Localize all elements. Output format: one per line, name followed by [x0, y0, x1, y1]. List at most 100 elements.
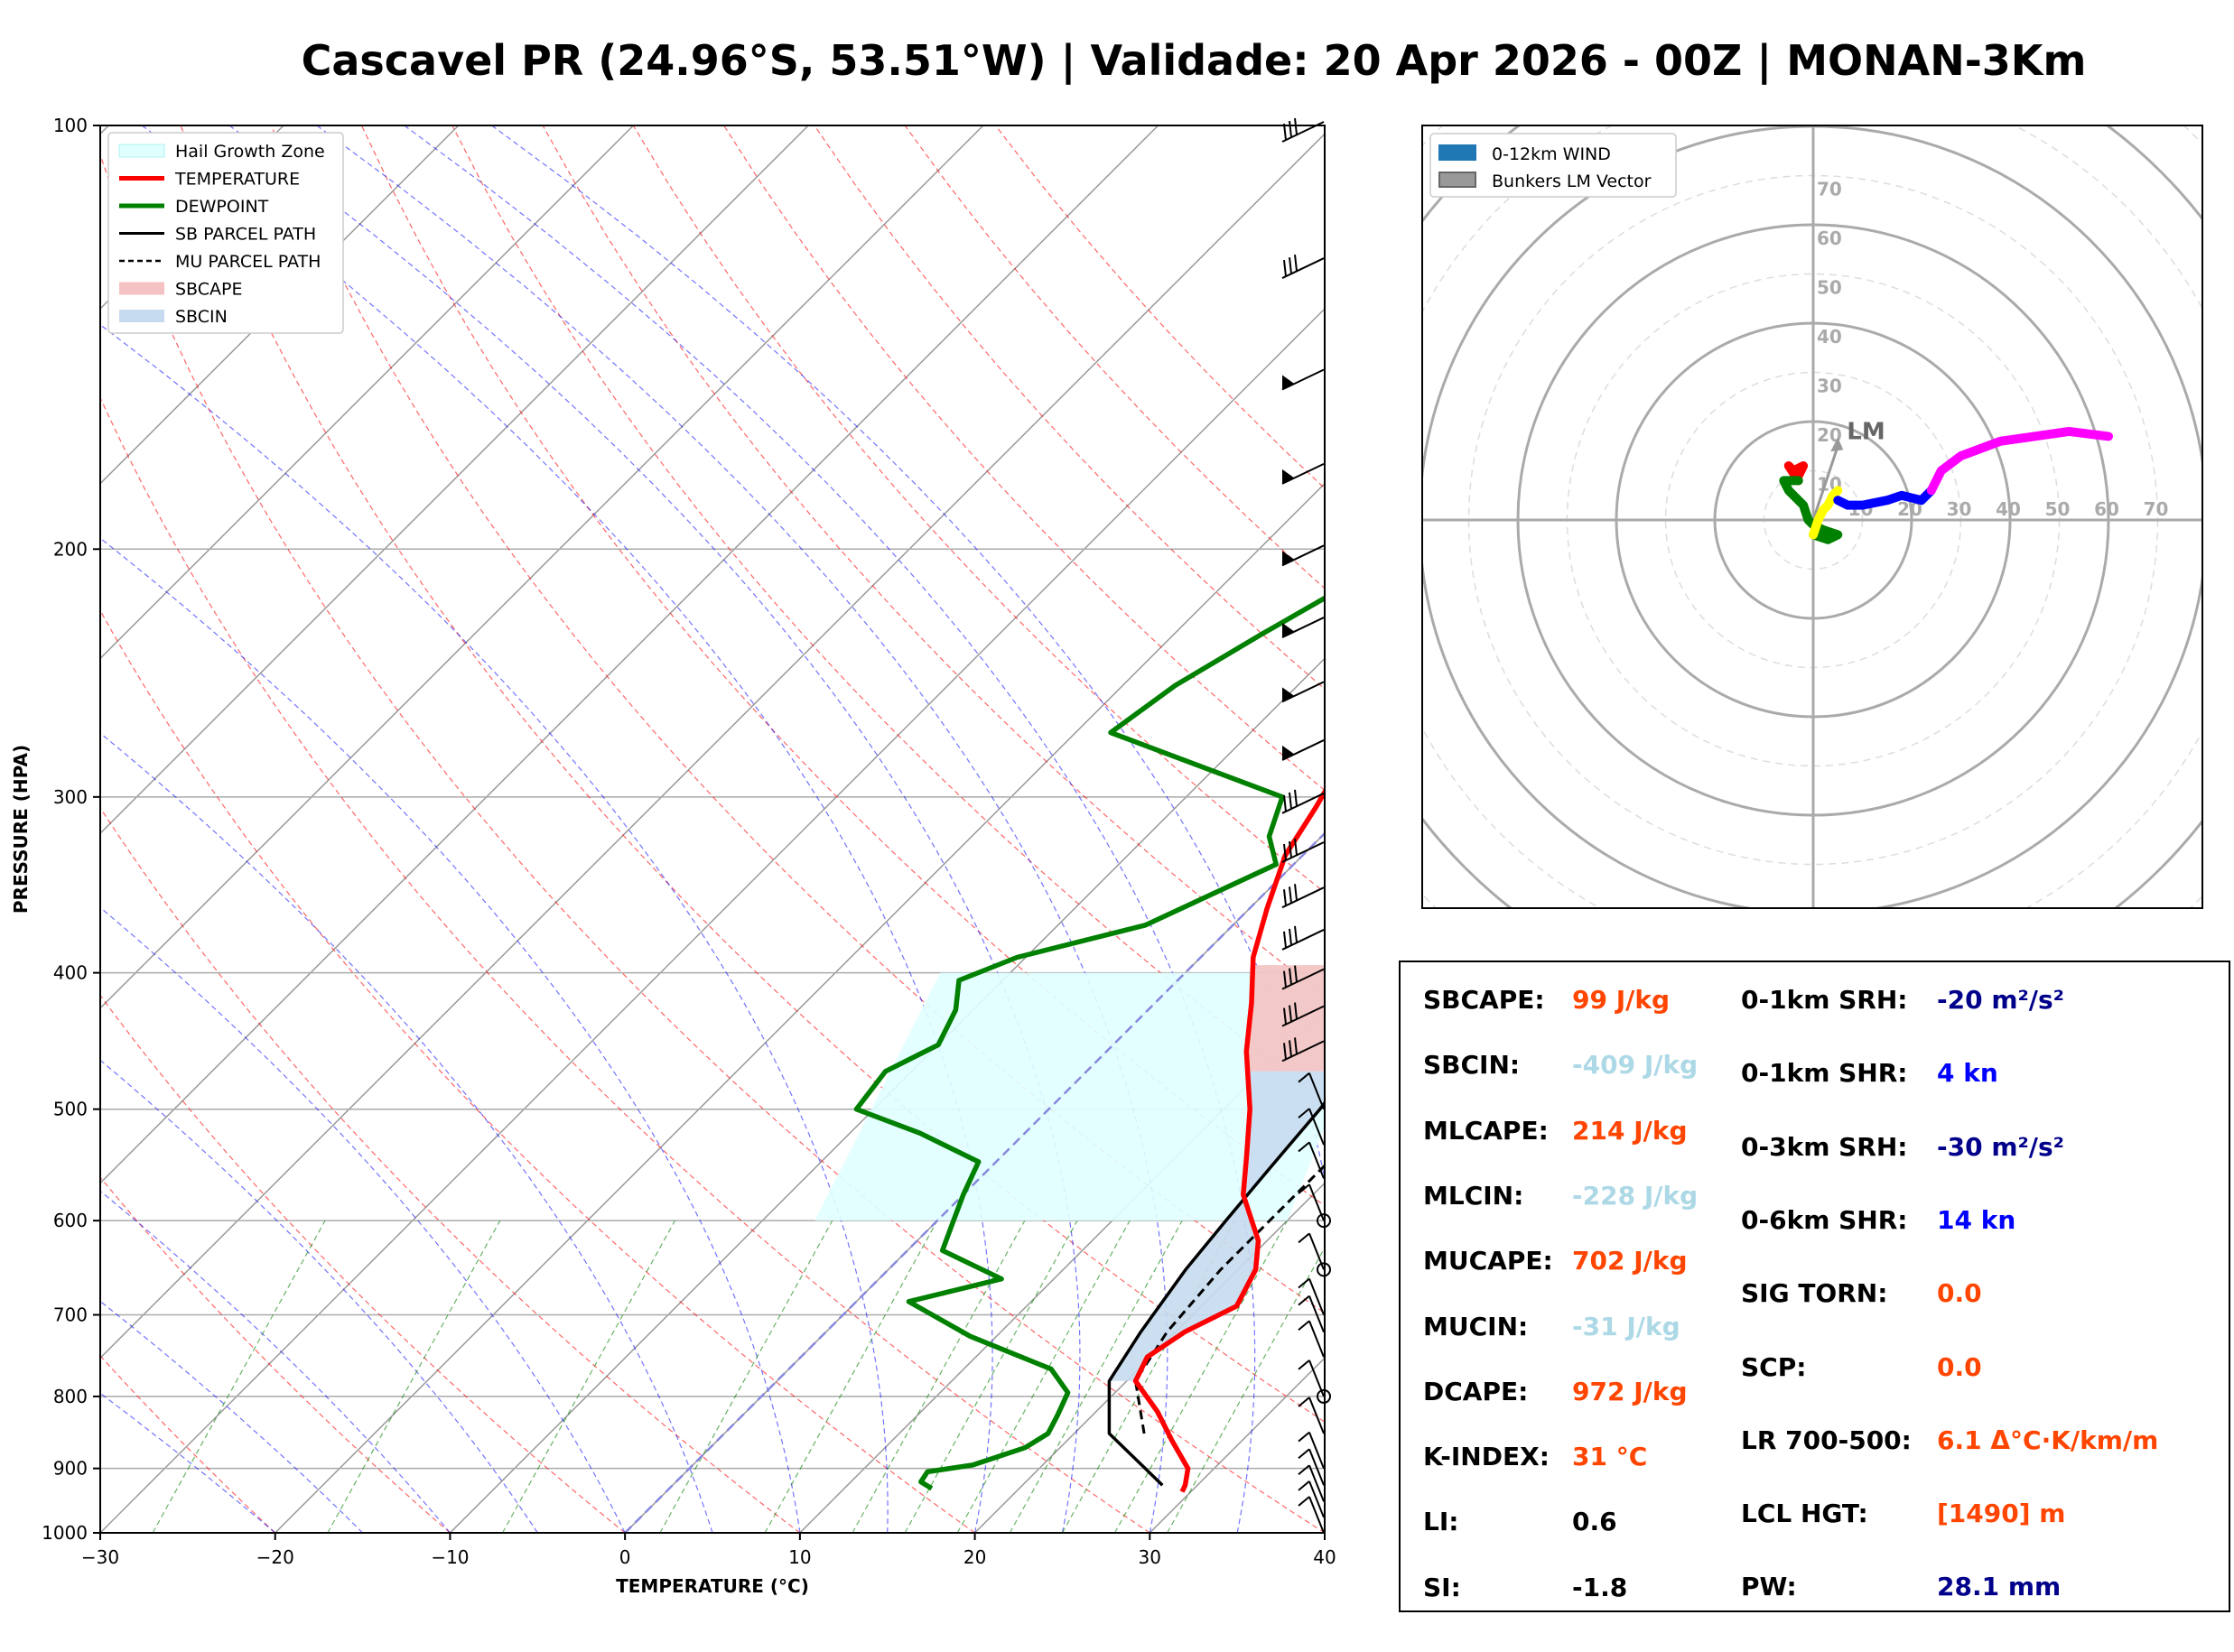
- calm-wind-circle: [1317, 1262, 1331, 1277]
- wind-barb-flag: [1282, 745, 1295, 760]
- wind-barb: [1281, 1005, 1325, 1027]
- hodograph-segment: [1833, 486, 1936, 510]
- param-left-value: -409 J/kg: [1572, 1050, 1699, 1081]
- mixing-ratio-line: [1061, 1220, 1235, 1533]
- legend-label: 0-12km WIND: [1492, 144, 1611, 164]
- param-right-label: 0-1km SHR:: [1741, 1058, 1908, 1089]
- param-right-value: [1490] m: [1937, 1499, 2066, 1529]
- dry-adiabat: [100, 1176, 451, 1533]
- param-left-label: SI:: [1423, 1572, 1461, 1602]
- moist-adiabat: [141, 125, 993, 1533]
- dry-adiabat: [100, 609, 975, 1533]
- isotherm: [100, 125, 984, 1009]
- hodograph-segment: [1783, 461, 1809, 486]
- mixing-ratio-line: [764, 1220, 938, 1533]
- param-right-label: SIG TORN:: [1741, 1278, 1888, 1309]
- ring-label-x: 50: [2045, 498, 2071, 520]
- wind-barb-tick: [1289, 886, 1292, 904]
- wind-barb: [1308, 1278, 1325, 1315]
- wind-barb: [1308, 1432, 1325, 1470]
- isotherm: [100, 133, 1325, 1360]
- param-right-value: 28.1 mm: [1937, 1572, 2062, 1602]
- dry-adiabat: [632, 125, 1325, 894]
- param-left-label: SBCAPE:: [1423, 985, 1545, 1015]
- moist-adiabat: [316, 125, 1168, 1533]
- ring-label-y: 60: [1817, 227, 1842, 249]
- param-left-label: LI:: [1423, 1507, 1459, 1537]
- mixing-ratio-line: [956, 1220, 1131, 1533]
- y-tick-label: 100: [53, 115, 88, 136]
- hodograph-frame: [1421, 125, 2203, 909]
- moist-adiabat: [100, 906, 626, 1533]
- legend-label: MU PARCEL PATH: [175, 252, 321, 272]
- wind-barb: [1308, 1072, 1325, 1110]
- mixing-ratio-line: [904, 1220, 1078, 1533]
- param-left-label: MLCIN:: [1423, 1180, 1524, 1211]
- wind-barb-flag: [1282, 469, 1295, 484]
- moist-adiabat: [100, 324, 889, 1533]
- wind-barb-tick: [1298, 1360, 1310, 1370]
- param-left-value: -31 J/kg: [1572, 1311, 1680, 1341]
- wind-barb-tick: [1298, 1232, 1310, 1244]
- hodograph-segment: [1779, 476, 1843, 544]
- wind-barb: [1281, 886, 1325, 909]
- param-left-value: -1.8: [1572, 1572, 1628, 1602]
- wind-barb-flag: [1282, 687, 1295, 702]
- wind-barb-tick: [1283, 843, 1287, 861]
- wind-barb: [1308, 1480, 1325, 1518]
- chart-title: Cascavel PR (24.96°S, 53.51°W) | Validad…: [301, 36, 2087, 85]
- wind-barb-tick: [1294, 1002, 1298, 1019]
- x-tick-label: 0: [619, 1546, 631, 1568]
- wind-barb-tick: [1294, 925, 1298, 943]
- param-right-label: 0-1km SRH:: [1741, 985, 1908, 1015]
- param-left-value: 99 J/kg: [1572, 985, 1671, 1015]
- param-left-value: 214 J/kg: [1572, 1115, 1688, 1146]
- isotherm: [624, 832, 1325, 1533]
- wind-barb: [1281, 792, 1325, 814]
- ring-label-x: 60: [2094, 498, 2119, 520]
- legend-box: [1429, 133, 1677, 198]
- mixing-ratio-line: [327, 1220, 501, 1533]
- wind-barb-tick: [1283, 889, 1287, 906]
- wind-barb-tick: [1283, 123, 1287, 141]
- wind-barb-tick: [1283, 259, 1287, 277]
- wind-barb-tick: [1298, 1397, 1310, 1407]
- legend-label: DEWPOINT: [175, 197, 269, 217]
- dry-adiabat: [100, 396, 1150, 1533]
- ring-label-y: 70: [1817, 179, 1842, 200]
- ring-label-y: 30: [1817, 376, 1842, 397]
- legend-label: SBCAPE: [175, 280, 243, 300]
- wind-barb: [1308, 1397, 1325, 1434]
- legend-label: SB PARCEL PATH: [175, 225, 316, 245]
- param-right-label: SCP:: [1741, 1351, 1807, 1382]
- wind-barb: [1281, 1040, 1325, 1063]
- wind-barb-tick: [1298, 1480, 1310, 1491]
- skewt-chart: −30 −20 −10 0 10 20 30 40 100 200 300 400 500 600 700 8…: [10, 115, 1336, 1597]
- wind-barb-tick: [1298, 1183, 1310, 1194]
- wind-barb: [1281, 121, 1325, 143]
- wind-barb-tick: [1298, 1277, 1310, 1289]
- calm-wind-circle: [1317, 1388, 1331, 1404]
- legend-swatch: [119, 282, 164, 295]
- y-tick-label: 500: [53, 1099, 88, 1120]
- dry-adiabat: [451, 125, 1325, 1101]
- wind-barb-tick: [1294, 789, 1298, 806]
- x-tick-label: 20: [963, 1546, 986, 1568]
- hodograph-segment: [1926, 426, 2113, 496]
- lm-label: LM: [1847, 418, 1885, 445]
- wind-barb: [1308, 1295, 1325, 1332]
- wind-barb: [1281, 257, 1325, 279]
- wind-barb-tick: [1289, 1005, 1292, 1022]
- param-right-label: PW:: [1741, 1572, 1797, 1602]
- y-tick-label: 200: [53, 538, 88, 560]
- dry-adiabat: [100, 153, 1325, 1533]
- legend-label: Bunkers LM Vector: [1492, 172, 1652, 191]
- y-tick-label: 900: [53, 1458, 88, 1480]
- wind-barb-tick: [1298, 1320, 1310, 1331]
- param-left-label: DCAPE:: [1423, 1376, 1529, 1406]
- y-tick-label: 800: [53, 1386, 88, 1407]
- param-left-label: MLCAPE:: [1423, 1115, 1549, 1146]
- mixing-ratio-line: [1009, 1220, 1183, 1533]
- sb-parcel-line: [1107, 1100, 1325, 1487]
